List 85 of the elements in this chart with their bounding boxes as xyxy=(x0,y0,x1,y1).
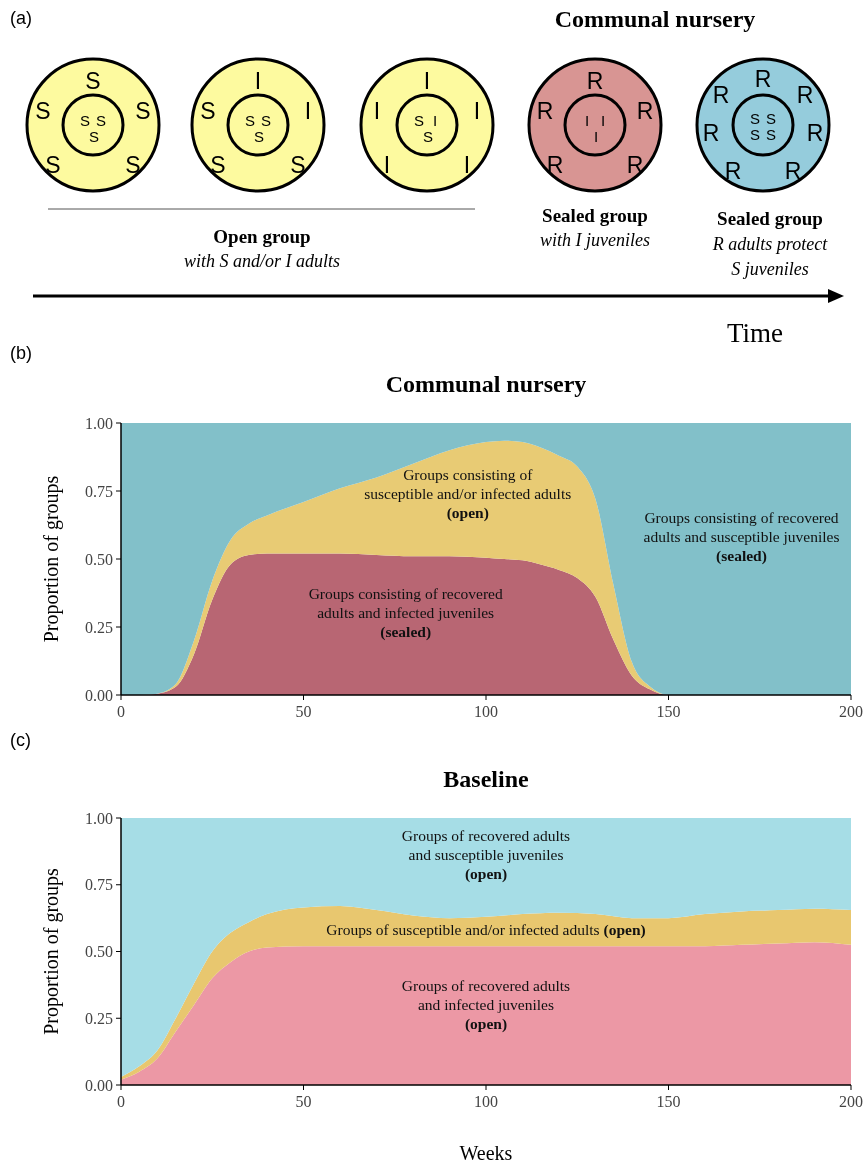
text: R xyxy=(754,66,772,92)
text: R xyxy=(536,98,554,124)
y-tick-label: 1.00 xyxy=(85,809,113,827)
text: R adults protect xyxy=(711,234,829,254)
text: with S and/or I adults xyxy=(183,251,341,271)
text: R xyxy=(702,120,720,146)
text: R xyxy=(784,158,802,184)
x-tick-label: 100 xyxy=(474,703,498,720)
y-tick-label: 0.50 xyxy=(85,550,113,568)
text: S xyxy=(35,98,51,124)
text: R xyxy=(796,82,814,108)
text: S xyxy=(749,125,761,143)
text: I xyxy=(383,152,391,178)
text: R xyxy=(546,152,564,178)
text: S xyxy=(45,152,61,178)
text: S xyxy=(765,125,777,143)
chart-title: Communal nursery xyxy=(385,371,587,397)
text: S xyxy=(88,127,100,145)
y-tick-label: 0.25 xyxy=(85,1009,113,1027)
text: I xyxy=(600,111,606,129)
text: S xyxy=(422,127,434,145)
y-tick-label: 1.00 xyxy=(85,414,113,432)
y-tick-label: 0.50 xyxy=(85,943,113,961)
text: (b) xyxy=(10,343,32,363)
text: I xyxy=(463,152,471,178)
text: (c) xyxy=(10,730,31,750)
x-axis-title: Weeks xyxy=(459,1142,513,1164)
text: I xyxy=(254,68,262,94)
text: R xyxy=(626,152,644,178)
text: R xyxy=(636,98,654,124)
text: Communal nursery xyxy=(554,6,756,32)
text: I xyxy=(473,98,481,124)
text: I xyxy=(584,111,590,129)
text: Time xyxy=(726,318,784,348)
text: S xyxy=(244,111,256,129)
text: S xyxy=(95,111,107,129)
text: Sealed group xyxy=(542,205,648,226)
x-tick-label: 50 xyxy=(295,703,312,720)
text: S xyxy=(749,109,761,127)
chart-title: Baseline xyxy=(443,766,530,792)
series-label: Groups of recovered adults and susceptible juveniles (open) xyxy=(401,827,571,884)
y-tick-label: 0.00 xyxy=(85,686,113,704)
series-label: Groups consisting of susceptible and/or infected adults (open) xyxy=(364,465,572,522)
text: R xyxy=(586,68,604,94)
x-tick-label: 150 xyxy=(656,703,681,720)
y-axis-title: Proportion of groups xyxy=(40,475,63,643)
y-tick-label: 0.75 xyxy=(85,482,113,500)
text: S xyxy=(85,68,101,94)
text: I xyxy=(304,98,312,124)
text: (a) xyxy=(10,8,32,28)
text: Open group xyxy=(213,226,311,247)
text: S xyxy=(253,127,265,145)
x-tick-label: 0 xyxy=(117,703,125,720)
text: I xyxy=(423,68,431,94)
text: R xyxy=(806,120,824,146)
x-tick-label: 0 xyxy=(117,1093,125,1110)
text: R xyxy=(712,82,730,108)
x-tick-label: 50 xyxy=(295,1093,312,1110)
text: R xyxy=(724,158,742,184)
series-label: Groups consisting of recovered adults and infected juveniles (sealed) xyxy=(308,585,504,642)
text: S xyxy=(260,111,272,129)
text: S xyxy=(135,98,151,124)
text: Sealed group xyxy=(717,208,823,229)
x-tick-label: 100 xyxy=(474,1093,498,1110)
text: S xyxy=(290,152,306,178)
text: S xyxy=(413,111,425,129)
y-tick-label: 0.00 xyxy=(85,1076,113,1094)
text: S juveniles xyxy=(731,259,809,279)
x-tick-label: 200 xyxy=(839,1093,863,1110)
x-tick-label: 200 xyxy=(839,703,863,720)
x-tick-label: 150 xyxy=(656,1093,681,1110)
text: I xyxy=(432,111,438,129)
text: S xyxy=(210,152,226,178)
series-label: Groups consisting of recovered adults and susceptible juveniles (sealed) xyxy=(643,509,840,566)
text: I xyxy=(373,98,381,124)
y-axis-title: Proportion of groups xyxy=(40,867,63,1035)
series-label: Groups of susceptible and/or infected adults (open) xyxy=(326,921,646,940)
text: with I juveniles xyxy=(540,230,650,250)
y-tick-label: 0.25 xyxy=(85,618,113,636)
text: S xyxy=(765,109,777,127)
text: S xyxy=(79,111,91,129)
text: S xyxy=(125,152,141,178)
text: S xyxy=(200,98,216,124)
y-tick-label: 0.75 xyxy=(85,876,113,894)
text: I xyxy=(593,127,599,145)
